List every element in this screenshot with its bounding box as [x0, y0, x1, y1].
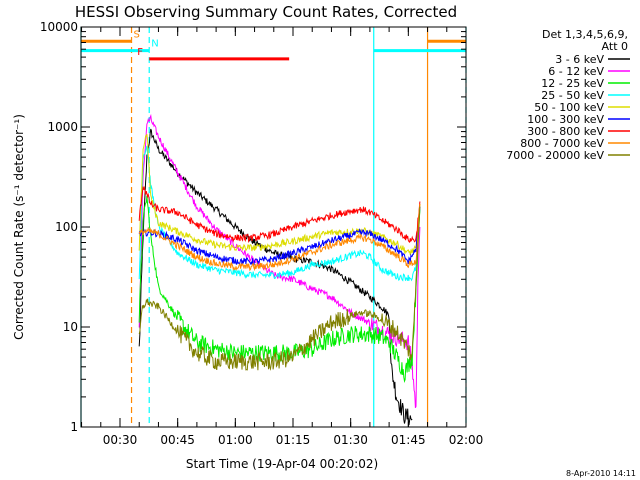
series-line [138, 206, 421, 267]
legend-label: 100 - 300 keV [527, 113, 604, 126]
legend-label: 50 - 100 keV [534, 101, 604, 114]
y-tick-label: 10000 [40, 20, 78, 34]
legend-header: Att 0 [602, 40, 628, 53]
legend-label: 3 - 6 keV [555, 53, 604, 66]
series-group [138, 113, 421, 426]
x-tick-label: 00:45 [160, 433, 195, 447]
y-tick-label: 1000 [47, 120, 78, 134]
x-tick-label: 00:30 [103, 433, 138, 447]
series-line [138, 185, 421, 244]
annotation-label: S [134, 29, 140, 40]
annotation-label: N [151, 39, 158, 50]
legend-label: 12 - 25 keV [541, 77, 604, 90]
legend-label: 6 - 12 keV [548, 65, 604, 78]
annotation-bars: SNF [81, 29, 466, 61]
series-line [138, 206, 421, 371]
footer-date: 8-Apr-2010 14:11 [566, 469, 636, 478]
y-tick-label: 10 [63, 320, 78, 334]
legend-header: Det 1,3,4,5,6,9, [542, 28, 628, 41]
x-axis: 00:30 00:45 01:00 01:15 01:30 01:45 02:00 [81, 27, 484, 447]
series-line [138, 195, 421, 384]
y-axis-label: Corrected Count Rate (s⁻¹ detector⁻¹) [12, 114, 26, 340]
y-tick-label: 100 [55, 220, 78, 234]
series-line [138, 203, 421, 272]
series-line [138, 145, 421, 282]
x-tick-label: 01:45 [391, 433, 426, 447]
series-line [138, 128, 413, 426]
x-axis-label: Start Time (19-Apr-04 00:20:02) [186, 457, 378, 471]
x-tick-label: 02:00 [449, 433, 484, 447]
y-tick-label: 1 [70, 420, 78, 434]
legend-label: 300 - 800 keV [527, 125, 604, 138]
chart-title: HESSI Observing Summary Count Rates, Cor… [75, 3, 457, 21]
legend-label: 7000 - 20000 keV [506, 149, 604, 162]
x-tick-label: 01:15 [276, 433, 311, 447]
x-tick-label: 01:00 [218, 433, 253, 447]
y-axis: 1 10 100 1000 10000 [40, 20, 466, 434]
x-tick-label: 01:30 [333, 433, 368, 447]
annotation-label: F [137, 47, 143, 58]
legend-label: 25 - 50 keV [541, 89, 604, 102]
legend-label: 800 - 7000 keV [520, 137, 604, 150]
